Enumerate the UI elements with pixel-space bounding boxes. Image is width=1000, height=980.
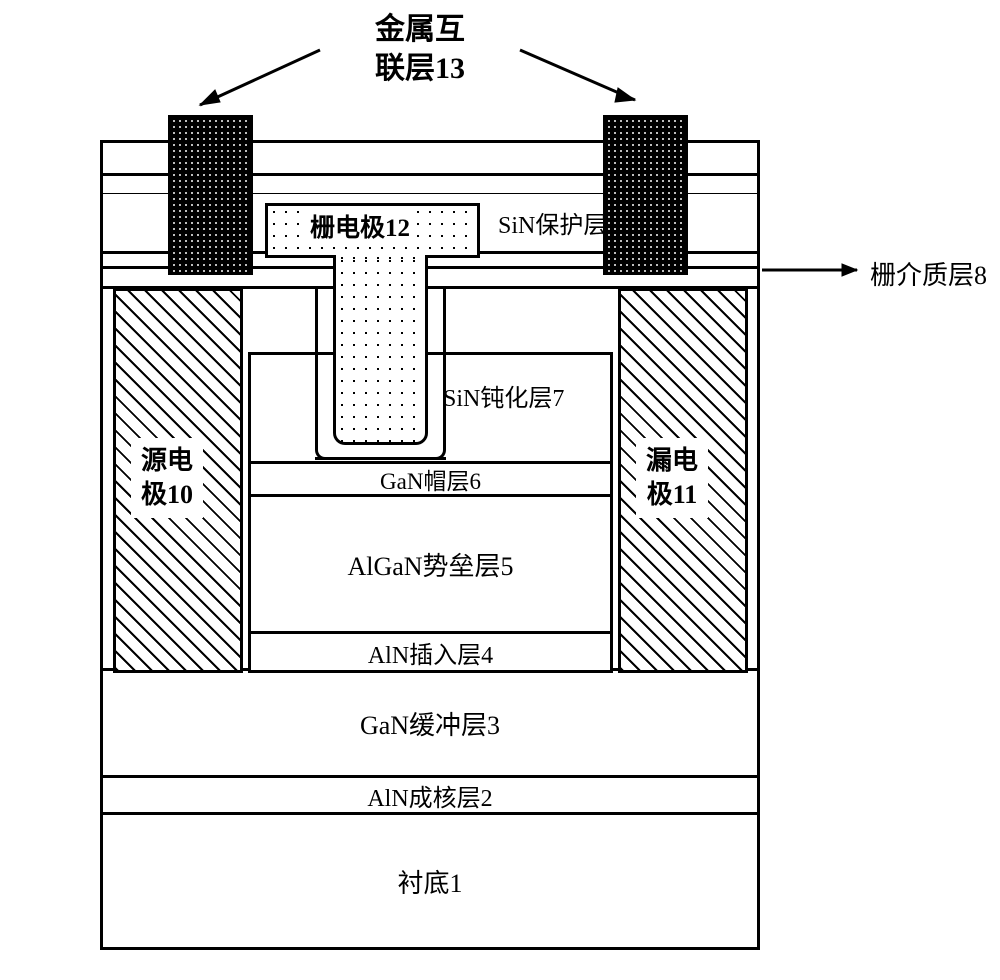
nucleation-layer: AlN成核层2 [100,775,760,815]
cap-layer: GaN帽层6 [248,461,613,497]
title-label: 金属互 联层13 [320,10,520,88]
arrow-right [510,40,660,120]
buffer-label: GaN缓冲层3 [360,705,500,742]
side-label: 栅介质层8 [870,255,987,292]
source-label-line1: 源电 [141,446,193,475]
dielectric-layer-mid [100,273,760,289]
dielectric-trench-right [430,288,446,460]
dielectric-trench-bottom [315,457,446,460]
device-cross-section: 衬底1 AlN成核层2 GaN缓冲层3 源电 极10 漏电 极11 AlN插入层… [100,140,760,950]
substrate-layer: 衬底1 [100,812,760,950]
drain-label-line2: 极11 [647,480,698,509]
gate-electrode-trench [333,255,428,445]
buffer-layer: GaN缓冲层3 [100,668,760,778]
nucleation-label: AlN成核层2 [367,778,492,813]
passivation-label-box: SiN钝化层7 [443,378,564,413]
source-electrode-label-box: 源电 极10 [131,438,203,518]
interconnect-left [168,115,253,275]
drain-electrode-label-box: 漏电 极11 [636,438,708,518]
protection-label: SiN保护层9 [498,213,619,239]
interconnect-right [603,115,688,275]
insertion-layer: AlN插入层4 [248,631,613,673]
barrier-label: AlGaN势垒层5 [347,546,513,583]
protection-label-box: SiN保护层9 [498,205,619,240]
dielectric-trench-left [315,288,331,460]
cap-label: GaN帽层6 [380,462,481,496]
substrate-label: 衬底1 [397,863,462,900]
gate-join-cover-pattern [336,252,425,260]
barrier-layer: AlGaN势垒层5 [248,494,613,634]
arrow-side [762,262,872,282]
gate-label-box: 栅电极12 [308,208,412,244]
arrow-left [180,40,330,120]
title-line1: 金属互 [375,13,465,46]
title-line2: 联层13 [375,52,465,85]
passivation-label: SiN钝化层7 [443,386,564,412]
insertion-label: AlN插入层4 [368,635,493,670]
gate-label: 栅电极12 [310,215,410,242]
drain-label-line1: 漏电 [646,446,698,475]
source-label-line2: 极10 [141,480,193,509]
